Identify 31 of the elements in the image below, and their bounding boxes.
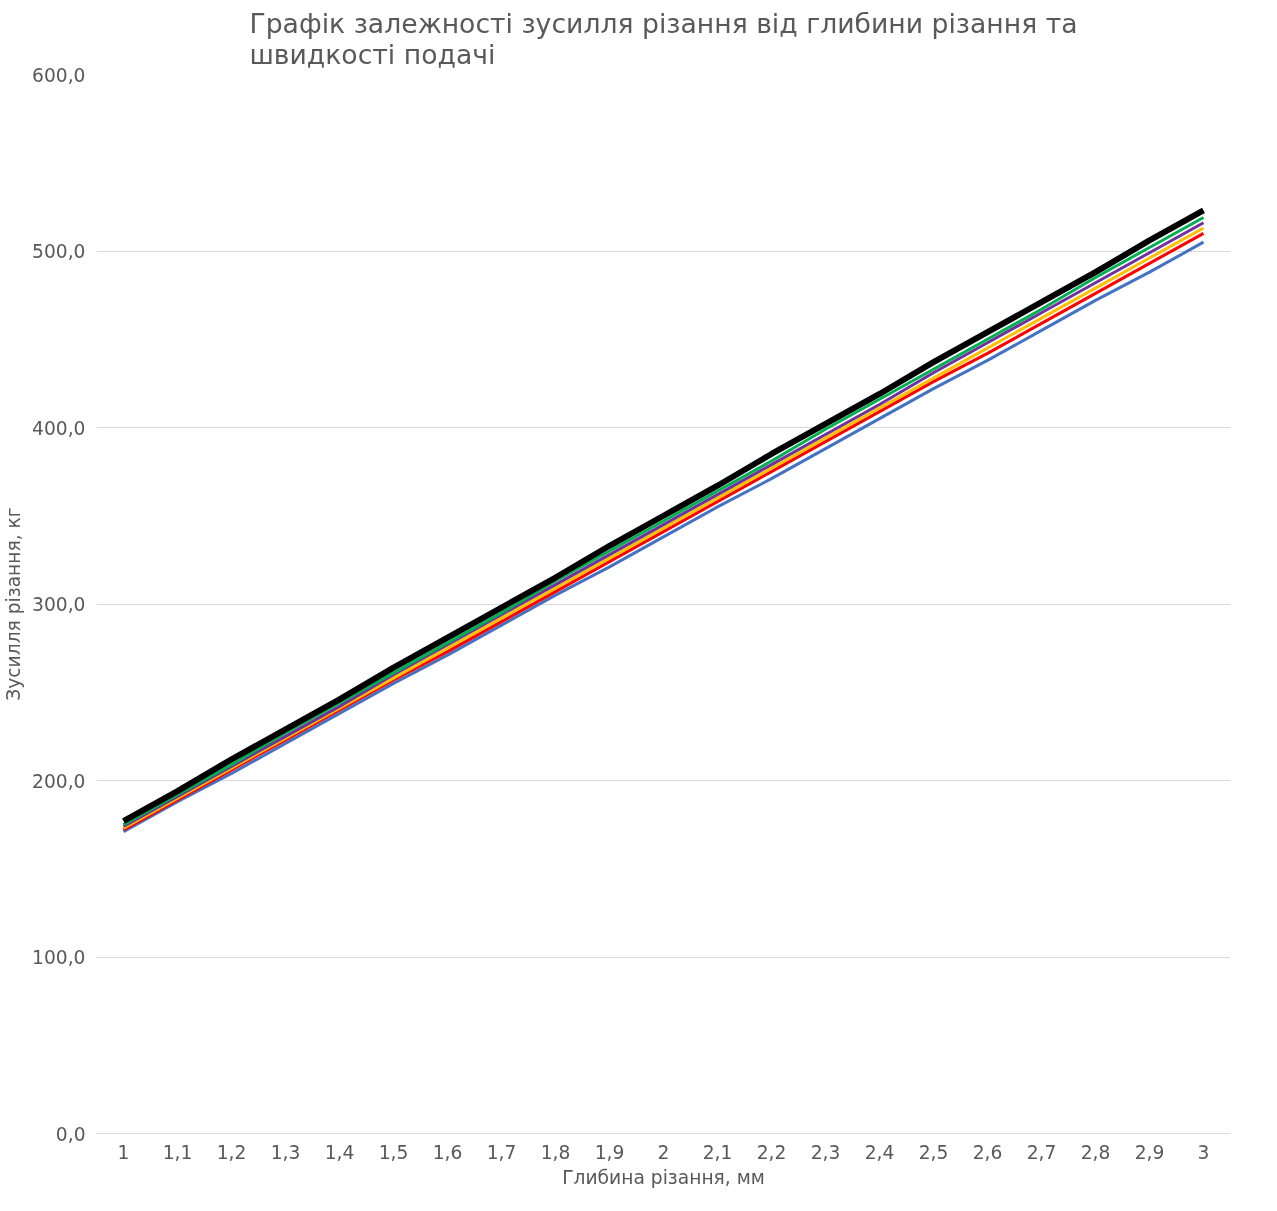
x-tick-label: 2,9 <box>1134 1141 1165 1163</box>
y-tick-label: 500,0 <box>32 241 86 262</box>
y-tick-label: 600,0 <box>32 64 86 86</box>
y-tick-label: 200,0 <box>32 770 86 792</box>
x-tick-label: 1,7 <box>486 1141 517 1163</box>
x-tick-label: 1,9 <box>594 1141 625 1163</box>
y-axis-title: Зусилля різання, кг <box>3 507 25 701</box>
x-tick-label: 1,3 <box>270 1141 301 1163</box>
x-tick-label: 2,8 <box>1080 1141 1111 1163</box>
x-tick-label: 2,1 <box>702 1141 733 1163</box>
x-tick-label: 2,6 <box>972 1141 1003 1163</box>
x-tick-label: 2 <box>657 1141 670 1163</box>
y-tick-label: 0,0 <box>55 1123 86 1145</box>
x-axis-title: Глибина різання, мм <box>562 1166 765 1188</box>
x-tick-label: 2,5 <box>918 1141 949 1163</box>
y-tick-label: 100,0 <box>32 947 86 968</box>
x-tick-label: 1,4 <box>324 1141 355 1163</box>
x-tick-label: 2,3 <box>810 1141 841 1163</box>
x-tick-label: 1,5 <box>378 1141 409 1163</box>
x-tick-label: 1,6 <box>432 1141 463 1163</box>
x-tick-label: 1 <box>117 1141 130 1163</box>
y-tick-label: 300,0 <box>32 594 86 615</box>
x-tick-label: 2,4 <box>864 1141 895 1163</box>
x-tick-label: 1,2 <box>216 1141 247 1163</box>
chart-title: Графік залежності зусилля різання від глибини різання та швидкості подачі <box>249 7 1078 70</box>
x-tick-label: 2,2 <box>756 1141 787 1163</box>
x-tick-label: 1,1 <box>162 1141 193 1163</box>
x-tick-label: 3 <box>1197 1141 1210 1163</box>
x-tick-label: 2,7 <box>1026 1141 1057 1163</box>
y-tick-label: 400,0 <box>32 417 86 439</box>
x-tick-label: 1,8 <box>540 1141 571 1163</box>
